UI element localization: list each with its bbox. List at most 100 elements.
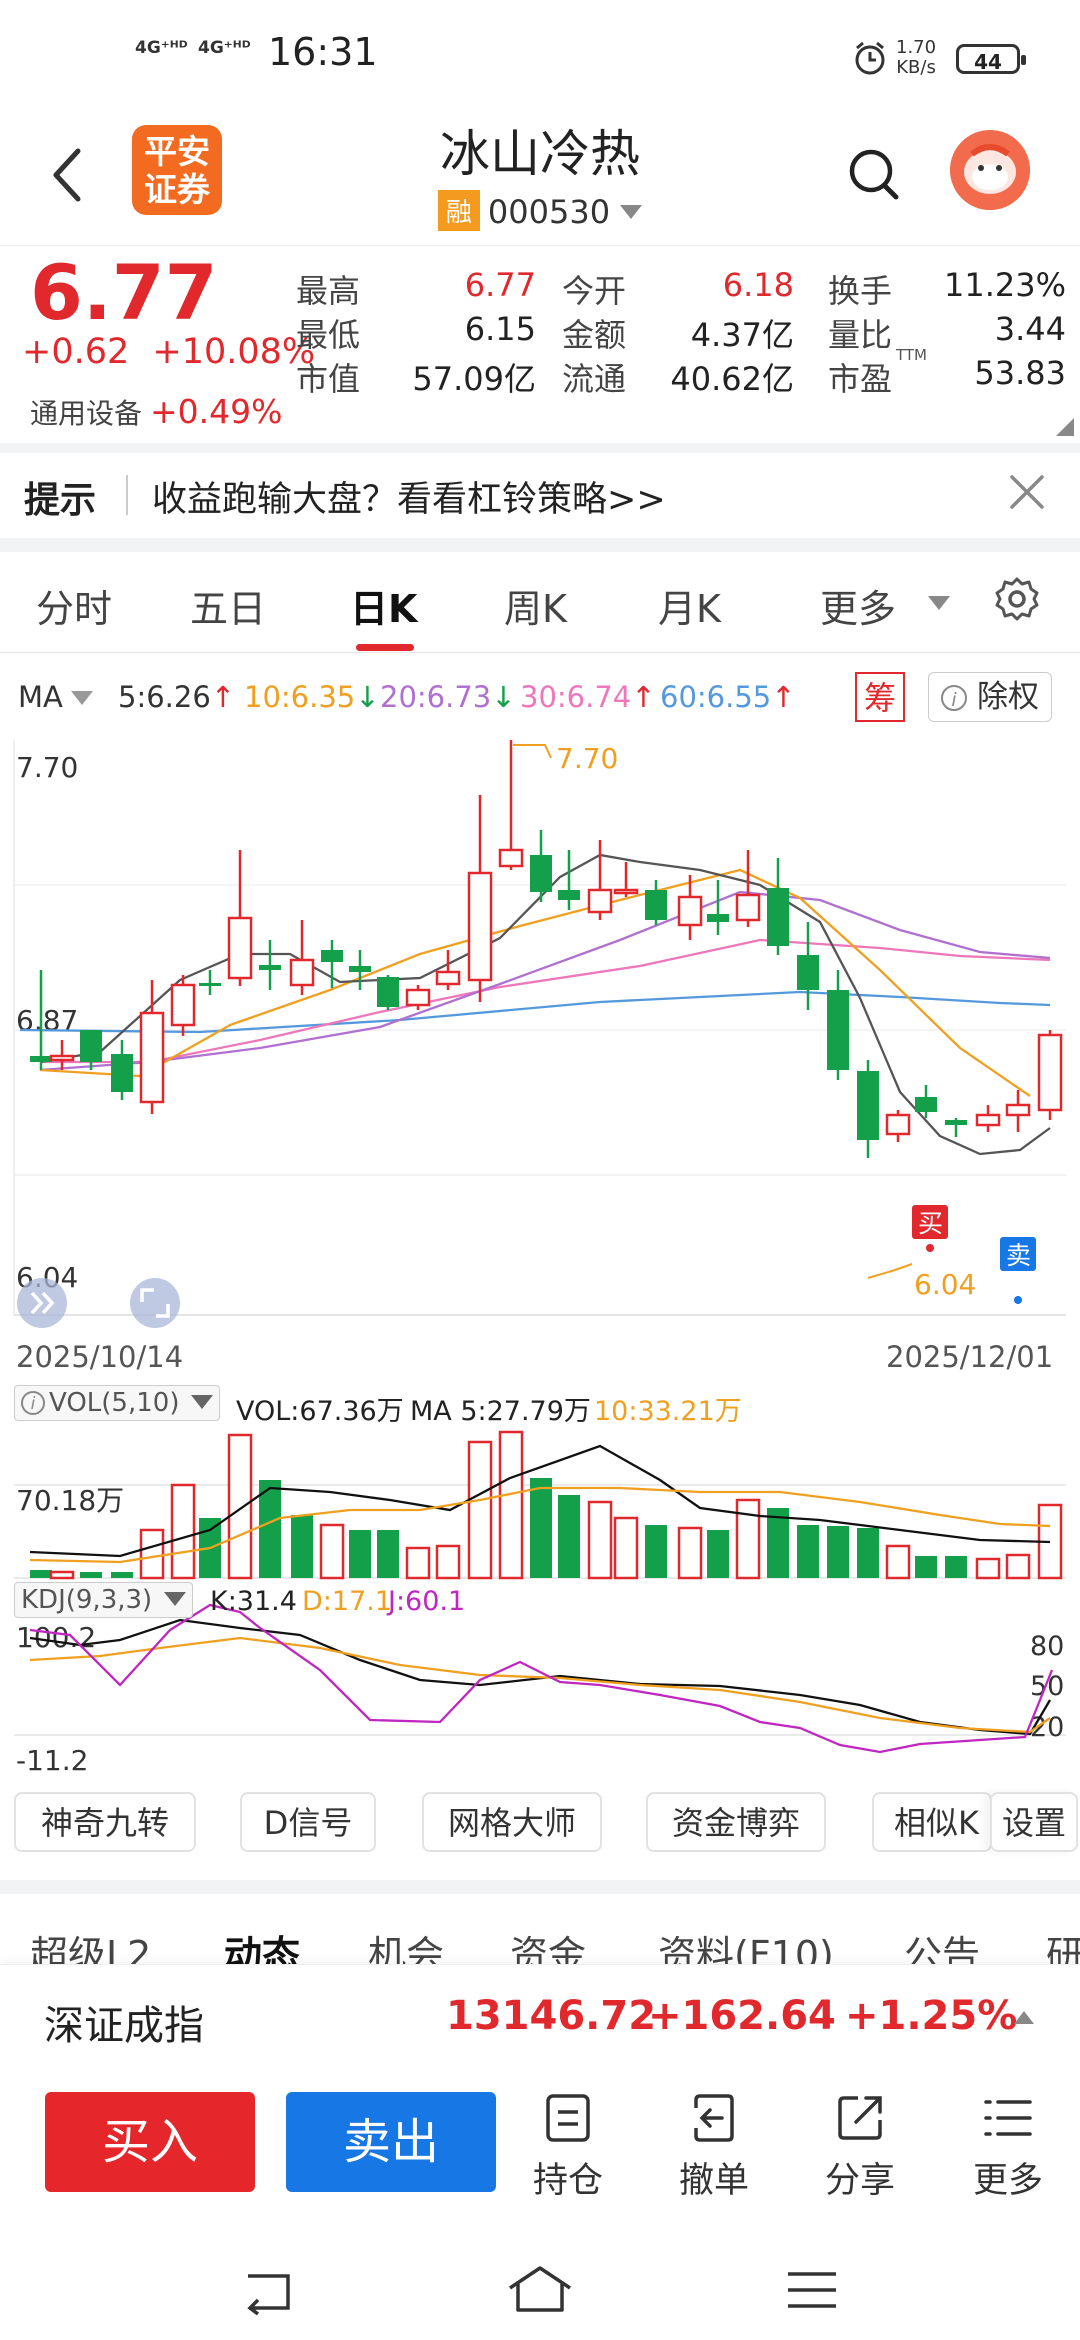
vol-ma5-line — [29, 1444, 1051, 1558]
date-end-label: 2025/12/01 — [886, 1340, 1054, 1374]
tab-announcements[interactable]: 公告 — [904, 1933, 981, 1964]
stock-code: 000530 — [487, 193, 611, 231]
info-icon: i — [21, 1391, 45, 1415]
ma-line — [39, 868, 1031, 1097]
candle-body — [1005, 1103, 1031, 1117]
chevron-down-icon — [191, 1395, 214, 1409]
kdj-indicator-selector[interactable]: KDJ(9,3,3) — [14, 1582, 194, 1618]
candle-body — [199, 983, 221, 986]
stock-code-selector[interactable]: 融 000530 — [0, 190, 1080, 231]
broker-logo: 平安 证券 — [132, 125, 222, 215]
ma-20-value: 20:6.73 — [380, 680, 492, 714]
back-arrow-icon[interactable] — [48, 145, 88, 205]
home-nav-icon[interactable] — [504, 2262, 576, 2316]
tab-super-l2[interactable]: 超级L2 — [30, 1933, 152, 1964]
volume-bar — [707, 1530, 729, 1578]
back-nav-icon[interactable] — [240, 2268, 296, 2316]
chevron-down-icon — [70, 691, 93, 705]
volume-bar — [435, 1544, 461, 1580]
holdings-label: 持仓 — [532, 2161, 603, 2201]
tab-intraday[interactable]: 分时 — [36, 587, 113, 631]
volume-bar — [1005, 1553, 1031, 1580]
expand-corner-icon[interactable] — [1056, 418, 1074, 436]
volume-bar — [767, 1508, 789, 1578]
net-speed-unit: KB/s — [896, 57, 936, 78]
max-marker-line — [513, 744, 552, 759]
vol-ma5: MA 5:27.79万 — [410, 1396, 591, 1427]
quote-label: 市值 — [296, 360, 361, 398]
more-button[interactable]: 更多 — [948, 2092, 1068, 2203]
candle-body — [467, 871, 493, 982]
buy-button[interactable]: 买入 — [45, 2092, 255, 2192]
close-icon[interactable] — [1008, 473, 1046, 511]
quote-label: 最低 — [296, 316, 361, 354]
fund-game-button[interactable]: 资金博弈 — [646, 1792, 826, 1852]
gear-icon[interactable] — [994, 576, 1040, 622]
ma-10-arrow: ↓ — [355, 680, 380, 714]
vol-ma10-line — [29, 1486, 1051, 1564]
divider — [0, 443, 1080, 453]
search-icon[interactable] — [846, 146, 902, 202]
candle-body — [558, 890, 580, 900]
chevron-down-icon — [620, 205, 643, 219]
volume-bar — [111, 1572, 133, 1578]
index-ticker[interactable]: 深证成指 13146.72 +162.64 +1.25% — [0, 1964, 1080, 2072]
sector-info[interactable]: 通用设备 +0.49% — [30, 392, 283, 432]
tab-opportunity[interactable]: 机会 — [368, 1933, 445, 1964]
tab-weekly-k[interactable]: 周K — [504, 587, 567, 631]
quote-value: 6.15 — [464, 310, 536, 348]
ma-lines — [19, 853, 1051, 1156]
similar-k-button[interactable]: 相似K — [872, 1792, 992, 1852]
tab-news[interactable]: 动态 — [224, 1933, 301, 1964]
tab-research[interactable]: 研 — [1046, 1933, 1080, 1964]
ma-selector[interactable]: MA — [18, 680, 93, 714]
kline-svg: 7.70 6.87 6.04 7.70 6.04 买 卖 70.18万 100.… — [13, 740, 1066, 1777]
tip-banner[interactable]: 提示 收益跑输大盘？看看杠铃策略>> — [0, 453, 1080, 538]
candle-body — [797, 955, 819, 990]
quote-value: 57.09亿 — [412, 360, 536, 398]
tab-more[interactable]: 更多 — [820, 587, 897, 631]
tab-five-day[interactable]: 五日 — [190, 587, 267, 631]
ma-30-value: 30:6.74 — [520, 680, 632, 714]
tab-daily-k[interactable]: 日K — [350, 587, 418, 631]
chart-period-tabs: 分时 五日 日K 周K 月K 更多 — [0, 552, 1080, 653]
tab-f10[interactable]: 资料(F10) — [658, 1933, 834, 1964]
avatar[interactable] — [950, 130, 1030, 210]
d-signal-button[interactable]: D信号 — [240, 1792, 376, 1852]
kdj-lines — [29, 1603, 1054, 1754]
change-percent: +10.08% — [152, 332, 316, 372]
tip-text[interactable]: 收益跑输大盘？看看杠铃策略>> — [152, 480, 666, 520]
volume-bar — [139, 1528, 165, 1580]
vol-indicator-selector[interactable]: i VOL(5,10) — [14, 1385, 221, 1421]
chip-distribution-button[interactable]: 筹 — [855, 672, 905, 722]
avatar-mascot-icon — [950, 130, 1030, 210]
ma-legend: MA 5:6.26↑ 10:6.35↓ 20:6.73↓ 30:6.74↑ 60… — [0, 660, 1080, 740]
menu-icon — [984, 2100, 1032, 2136]
volume-legend: i VOL(5,10) VOL:67.36万 MA 5:27.79万 10:33.… — [0, 1385, 1080, 1435]
share-button[interactable]: 分享 — [800, 2092, 920, 2203]
kdj-legend: KDJ(9,3,3) K:31.4 D:17.1 J:60.1 — [0, 1582, 1080, 1626]
recents-nav-icon[interactable] — [784, 2268, 840, 2312]
kdj-legend-name: KDJ(9,3,3) — [21, 1585, 153, 1615]
chevron-up-icon[interactable] — [1014, 2011, 1034, 2024]
kline-chart[interactable]: 7.70 6.87 6.04 7.70 6.04 买 卖 70.18万 100.… — [0, 740, 1080, 1777]
tab-funds[interactable]: 资金 — [510, 1933, 587, 1964]
magic-nine-button[interactable]: 神奇九转 — [14, 1792, 196, 1852]
quote-value: 11.23% — [943, 266, 1066, 304]
holdings-button[interactable]: 持仓 — [508, 2092, 628, 2203]
net-speed: 1.70 KB/s — [896, 38, 936, 78]
sell-button[interactable]: 卖出 — [286, 2092, 496, 2192]
sector-name: 通用设备 — [30, 397, 143, 430]
settings-button[interactable]: 设置 — [990, 1792, 1078, 1852]
double-chevron-right-icon — [30, 1291, 55, 1315]
ma-30: 30:6.74↑ — [520, 680, 656, 714]
ma-20: 20:6.73↓ — [380, 680, 516, 714]
cancel-order-button[interactable]: 撤单 — [654, 2092, 774, 2203]
undo-order-icon — [694, 2094, 734, 2142]
grid-master-button[interactable]: 网格大师 — [422, 1792, 602, 1852]
tab-monthly-k[interactable]: 月K — [658, 587, 721, 631]
more-label: 更多 — [972, 2161, 1043, 2201]
volume-bar — [587, 1500, 613, 1580]
fullscreen-button[interactable] — [130, 1278, 180, 1328]
ex-rights-button[interactable]: i 除权 — [928, 672, 1052, 722]
